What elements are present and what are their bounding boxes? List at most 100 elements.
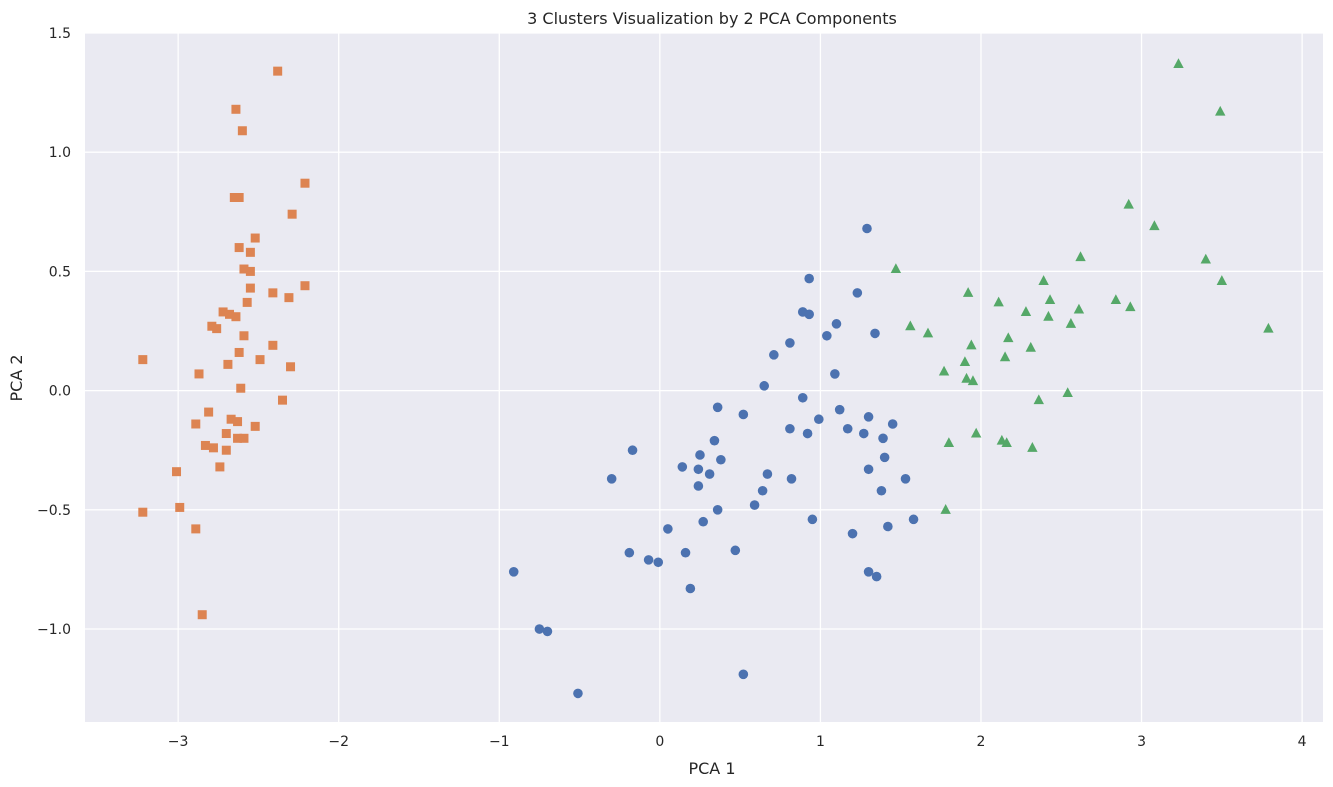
data-point-circle bbox=[870, 328, 880, 339]
data-point-circle bbox=[624, 547, 635, 558]
data-point-circle bbox=[695, 450, 705, 460]
data-point-circle bbox=[887, 419, 898, 429]
data-point-circle bbox=[852, 288, 863, 298]
data-point-square bbox=[215, 462, 225, 472]
data-point-triangle bbox=[1038, 275, 1049, 285]
data-point-square bbox=[207, 321, 217, 331]
x-tick-label: 3 bbox=[1137, 734, 1146, 750]
data-point-circle bbox=[757, 485, 768, 496]
y-tick-label: 0.5 bbox=[49, 264, 71, 280]
data-points bbox=[138, 58, 1274, 699]
data-point-square bbox=[233, 433, 243, 443]
data-point-circle bbox=[716, 454, 726, 465]
data-point-circle bbox=[769, 350, 779, 360]
data-point-circle bbox=[643, 555, 654, 565]
data-point-square bbox=[200, 440, 210, 450]
y-axis-ticks: −1.0 −0.5 0.0 0.5 1.0 1.5 bbox=[37, 26, 71, 638]
data-point-circle bbox=[802, 428, 813, 439]
data-point-square bbox=[273, 66, 283, 76]
data-point-circle bbox=[876, 485, 887, 496]
x-tick-label: −2 bbox=[328, 734, 349, 750]
data-point-square bbox=[278, 395, 288, 405]
data-point-circle bbox=[738, 669, 749, 680]
data-point-triangle bbox=[1173, 58, 1184, 68]
data-point-circle bbox=[908, 514, 919, 525]
data-point-square bbox=[234, 243, 244, 253]
data-point-circle bbox=[730, 545, 741, 556]
data-point-circle bbox=[785, 423, 795, 434]
x-tick-label: 4 bbox=[1298, 734, 1307, 750]
chart-title: 3 Clusters Visualization by 2 PCA Compon… bbox=[527, 9, 897, 28]
data-point-square bbox=[284, 293, 294, 303]
data-point-square bbox=[239, 331, 249, 341]
data-point-triangle bbox=[1125, 301, 1136, 312]
data-point-square bbox=[218, 307, 228, 317]
data-point-triangle bbox=[905, 320, 916, 331]
data-point-square bbox=[233, 417, 243, 427]
data-point-square bbox=[300, 178, 310, 188]
data-point-square bbox=[194, 369, 204, 379]
data-point-square bbox=[223, 359, 233, 369]
data-point-triangle bbox=[1025, 341, 1036, 352]
data-point-triangle bbox=[961, 372, 972, 383]
data-point-circle bbox=[879, 452, 890, 463]
data-point-triangle bbox=[962, 287, 974, 297]
data-point-square bbox=[250, 233, 260, 243]
data-point-triangle bbox=[1200, 253, 1211, 264]
data-point-square bbox=[138, 507, 148, 517]
data-point-circle bbox=[762, 469, 773, 479]
y-tick-label: 1.0 bbox=[49, 145, 71, 161]
data-point-triangle bbox=[1033, 394, 1044, 405]
data-point-square bbox=[231, 312, 241, 322]
data-point-square bbox=[172, 467, 182, 477]
data-point-circle bbox=[797, 392, 808, 403]
data-point-square bbox=[191, 419, 201, 429]
data-point-circle bbox=[785, 338, 795, 348]
data-point-triangle bbox=[1020, 306, 1032, 316]
data-point-circle bbox=[749, 500, 760, 510]
data-point-triangle bbox=[890, 263, 902, 274]
data-point-circle bbox=[606, 474, 617, 484]
data-point-triangle bbox=[1062, 387, 1073, 397]
data-point-triangle bbox=[1216, 275, 1228, 285]
data-point-circle bbox=[822, 330, 832, 341]
data-point-square bbox=[234, 193, 244, 203]
data-point-square bbox=[286, 362, 296, 372]
data-point-square bbox=[250, 421, 260, 431]
data-point-square bbox=[287, 209, 297, 219]
data-point-square bbox=[226, 414, 236, 424]
x-tick-label: −3 bbox=[168, 734, 189, 750]
data-point-circle bbox=[712, 505, 723, 515]
data-point-circle bbox=[883, 521, 893, 532]
data-point-triangle bbox=[1001, 437, 1012, 448]
data-point-circle bbox=[534, 624, 545, 634]
data-point-circle bbox=[863, 464, 874, 475]
data-point-square bbox=[239, 433, 249, 443]
data-point-triangle bbox=[938, 365, 950, 376]
data-point-circle bbox=[878, 433, 888, 444]
data-point-triangle bbox=[1075, 251, 1086, 262]
data-point-circle bbox=[680, 547, 691, 558]
data-point-triangle bbox=[993, 296, 1004, 307]
data-point-triangle bbox=[1149, 220, 1160, 231]
data-point-square bbox=[221, 429, 231, 439]
data-point-triangle bbox=[922, 327, 934, 338]
y-axis-label: PCA 2 bbox=[7, 354, 26, 401]
data-point-circle bbox=[693, 464, 704, 475]
data-point-square bbox=[300, 281, 310, 291]
data-point-square bbox=[191, 524, 201, 534]
data-point-triangle bbox=[1044, 294, 1056, 305]
data-point-square bbox=[229, 193, 239, 203]
data-point-circle bbox=[804, 273, 814, 284]
data-point-circle bbox=[712, 402, 723, 413]
data-point-square bbox=[234, 347, 244, 357]
x-tick-label: 1 bbox=[816, 734, 825, 750]
x-tick-label: 0 bbox=[655, 734, 664, 750]
data-point-triangle bbox=[940, 504, 951, 514]
data-point-square bbox=[208, 443, 218, 453]
data-point-circle bbox=[704, 469, 715, 479]
data-point-circle bbox=[542, 626, 553, 637]
data-point-circle bbox=[863, 412, 874, 422]
data-point-circle bbox=[786, 474, 797, 484]
data-point-circle bbox=[871, 571, 882, 582]
